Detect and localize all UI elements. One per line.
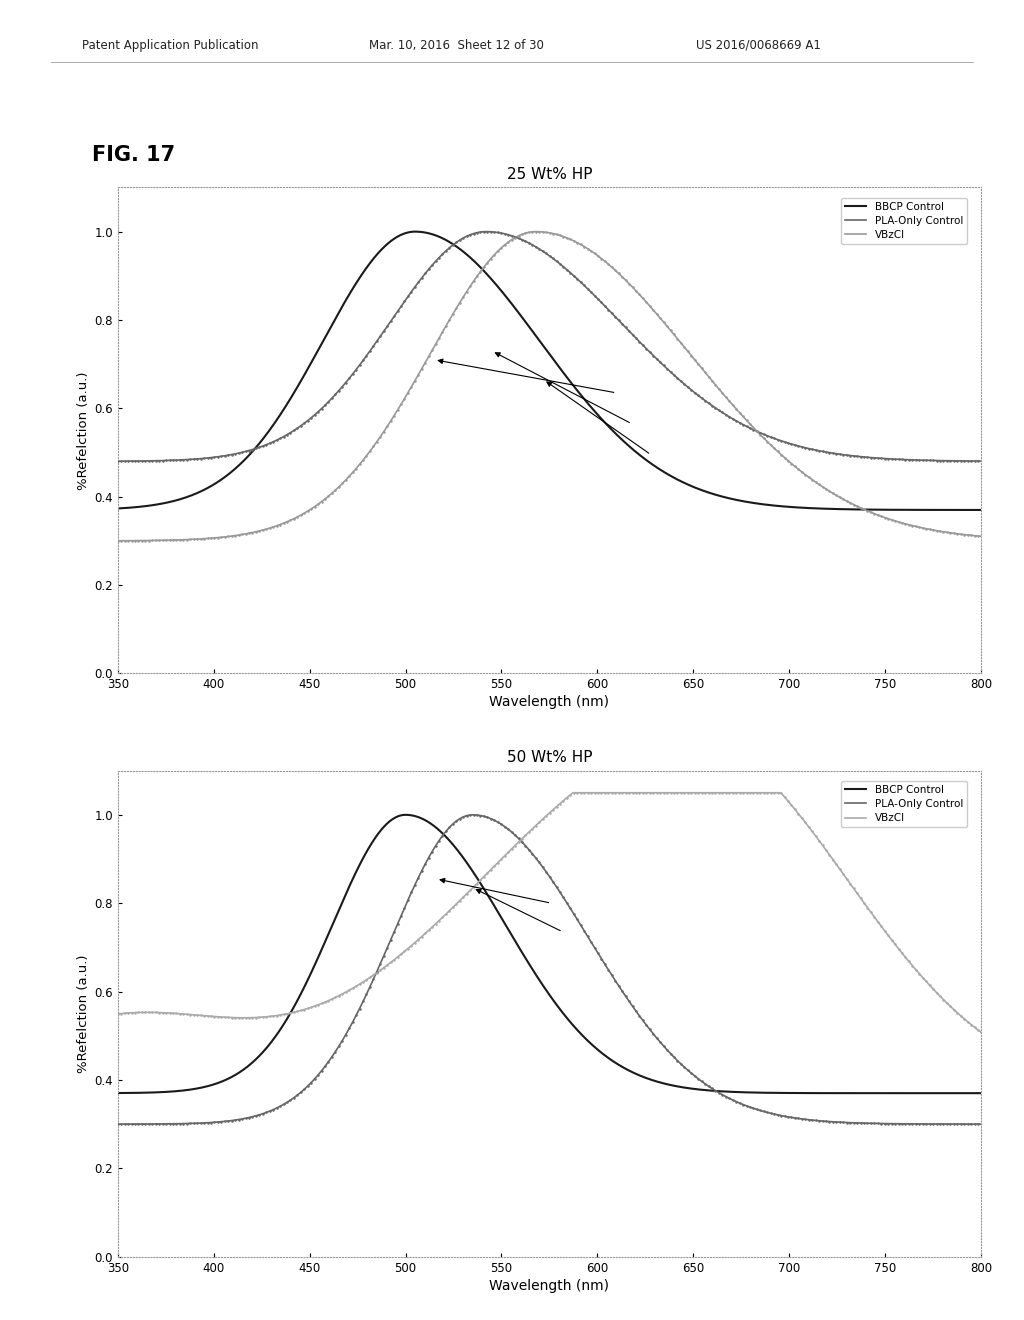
VBzCl [156, 1005, 168, 1020]
VBzCl [950, 525, 963, 541]
PLA-Only Control [531, 853, 544, 869]
BBCP Control [410, 223, 422, 239]
Line: BBCP Control: BBCP Control [118, 231, 981, 510]
BBCP Control [950, 1085, 963, 1101]
Line: VBzCl: VBzCl [118, 793, 981, 1032]
BBCP Control [792, 1085, 804, 1101]
Line: PLA-Only Control: PLA-Only Control [118, 814, 981, 1125]
PLA-Only Control [509, 828, 521, 843]
BBCP Control [509, 933, 521, 949]
VBzCl [566, 785, 579, 801]
VBzCl [950, 1003, 963, 1019]
PLA-Only Control [950, 453, 963, 469]
Y-axis label: %Refelction (a.u.): %Refelction (a.u.) [77, 954, 90, 1073]
PLA-Only Control [112, 1117, 124, 1133]
BBCP Control [156, 496, 168, 512]
PLA-Only Control [156, 453, 168, 469]
VBzCl [792, 805, 804, 821]
Title: 50 Wt% HP: 50 Wt% HP [507, 750, 592, 766]
BBCP Control [112, 500, 124, 516]
BBCP Control [975, 502, 987, 517]
PLA-Only Control [950, 453, 963, 469]
Title: 25 Wt% HP: 25 Wt% HP [507, 168, 592, 182]
VBzCl [112, 1006, 124, 1022]
BBCP Control [950, 1085, 963, 1101]
X-axis label: Wavelength (nm): Wavelength (nm) [489, 1279, 609, 1292]
Line: VBzCl: VBzCl [118, 231, 981, 541]
PLA-Only Control [792, 1110, 804, 1126]
X-axis label: Wavelength (nm): Wavelength (nm) [489, 696, 609, 709]
PLA-Only Control [950, 1117, 963, 1133]
PLA-Only Control [950, 1117, 963, 1133]
BBCP Control [975, 1085, 987, 1101]
BBCP Control [792, 499, 804, 515]
PLA-Only Control [531, 240, 544, 256]
BBCP Control [399, 807, 412, 822]
PLA-Only Control [467, 807, 479, 822]
Line: BBCP Control: BBCP Control [118, 814, 981, 1093]
BBCP Control [509, 300, 521, 315]
VBzCl [509, 230, 521, 246]
Legend: BBCP Control, PLA-Only Control, VBzCl: BBCP Control, PLA-Only Control, VBzCl [842, 780, 967, 828]
BBCP Control [531, 331, 544, 347]
BBCP Control [531, 970, 544, 986]
PLA-Only Control [792, 438, 804, 454]
BBCP Control [156, 1084, 168, 1100]
VBzCl [156, 532, 168, 548]
VBzCl [950, 1005, 963, 1020]
VBzCl [509, 838, 521, 854]
Line: PLA-Only Control: PLA-Only Control [118, 231, 981, 461]
PLA-Only Control [509, 228, 521, 244]
PLA-Only Control [480, 223, 493, 239]
BBCP Control [950, 502, 963, 517]
VBzCl [950, 525, 963, 541]
Text: Patent Application Publication: Patent Application Publication [82, 38, 258, 51]
Y-axis label: %Refelction (a.u.): %Refelction (a.u.) [77, 371, 90, 490]
PLA-Only Control [975, 453, 987, 469]
PLA-Only Control [156, 1115, 168, 1131]
Text: FIG. 17: FIG. 17 [92, 145, 175, 165]
VBzCl [531, 816, 544, 832]
Text: US 2016/0068669 A1: US 2016/0068669 A1 [696, 38, 821, 51]
BBCP Control [112, 1085, 124, 1101]
PLA-Only Control [112, 453, 124, 469]
Legend: BBCP Control, PLA-Only Control, VBzCl: BBCP Control, PLA-Only Control, VBzCl [842, 198, 967, 244]
VBzCl [975, 1024, 987, 1040]
BBCP Control [950, 502, 963, 517]
VBzCl [531, 223, 544, 239]
PLA-Only Control [975, 1117, 987, 1133]
VBzCl [975, 528, 987, 544]
Text: Mar. 10, 2016  Sheet 12 of 30: Mar. 10, 2016 Sheet 12 of 30 [369, 38, 544, 51]
VBzCl [792, 461, 804, 477]
VBzCl [529, 223, 542, 239]
VBzCl [112, 533, 124, 549]
